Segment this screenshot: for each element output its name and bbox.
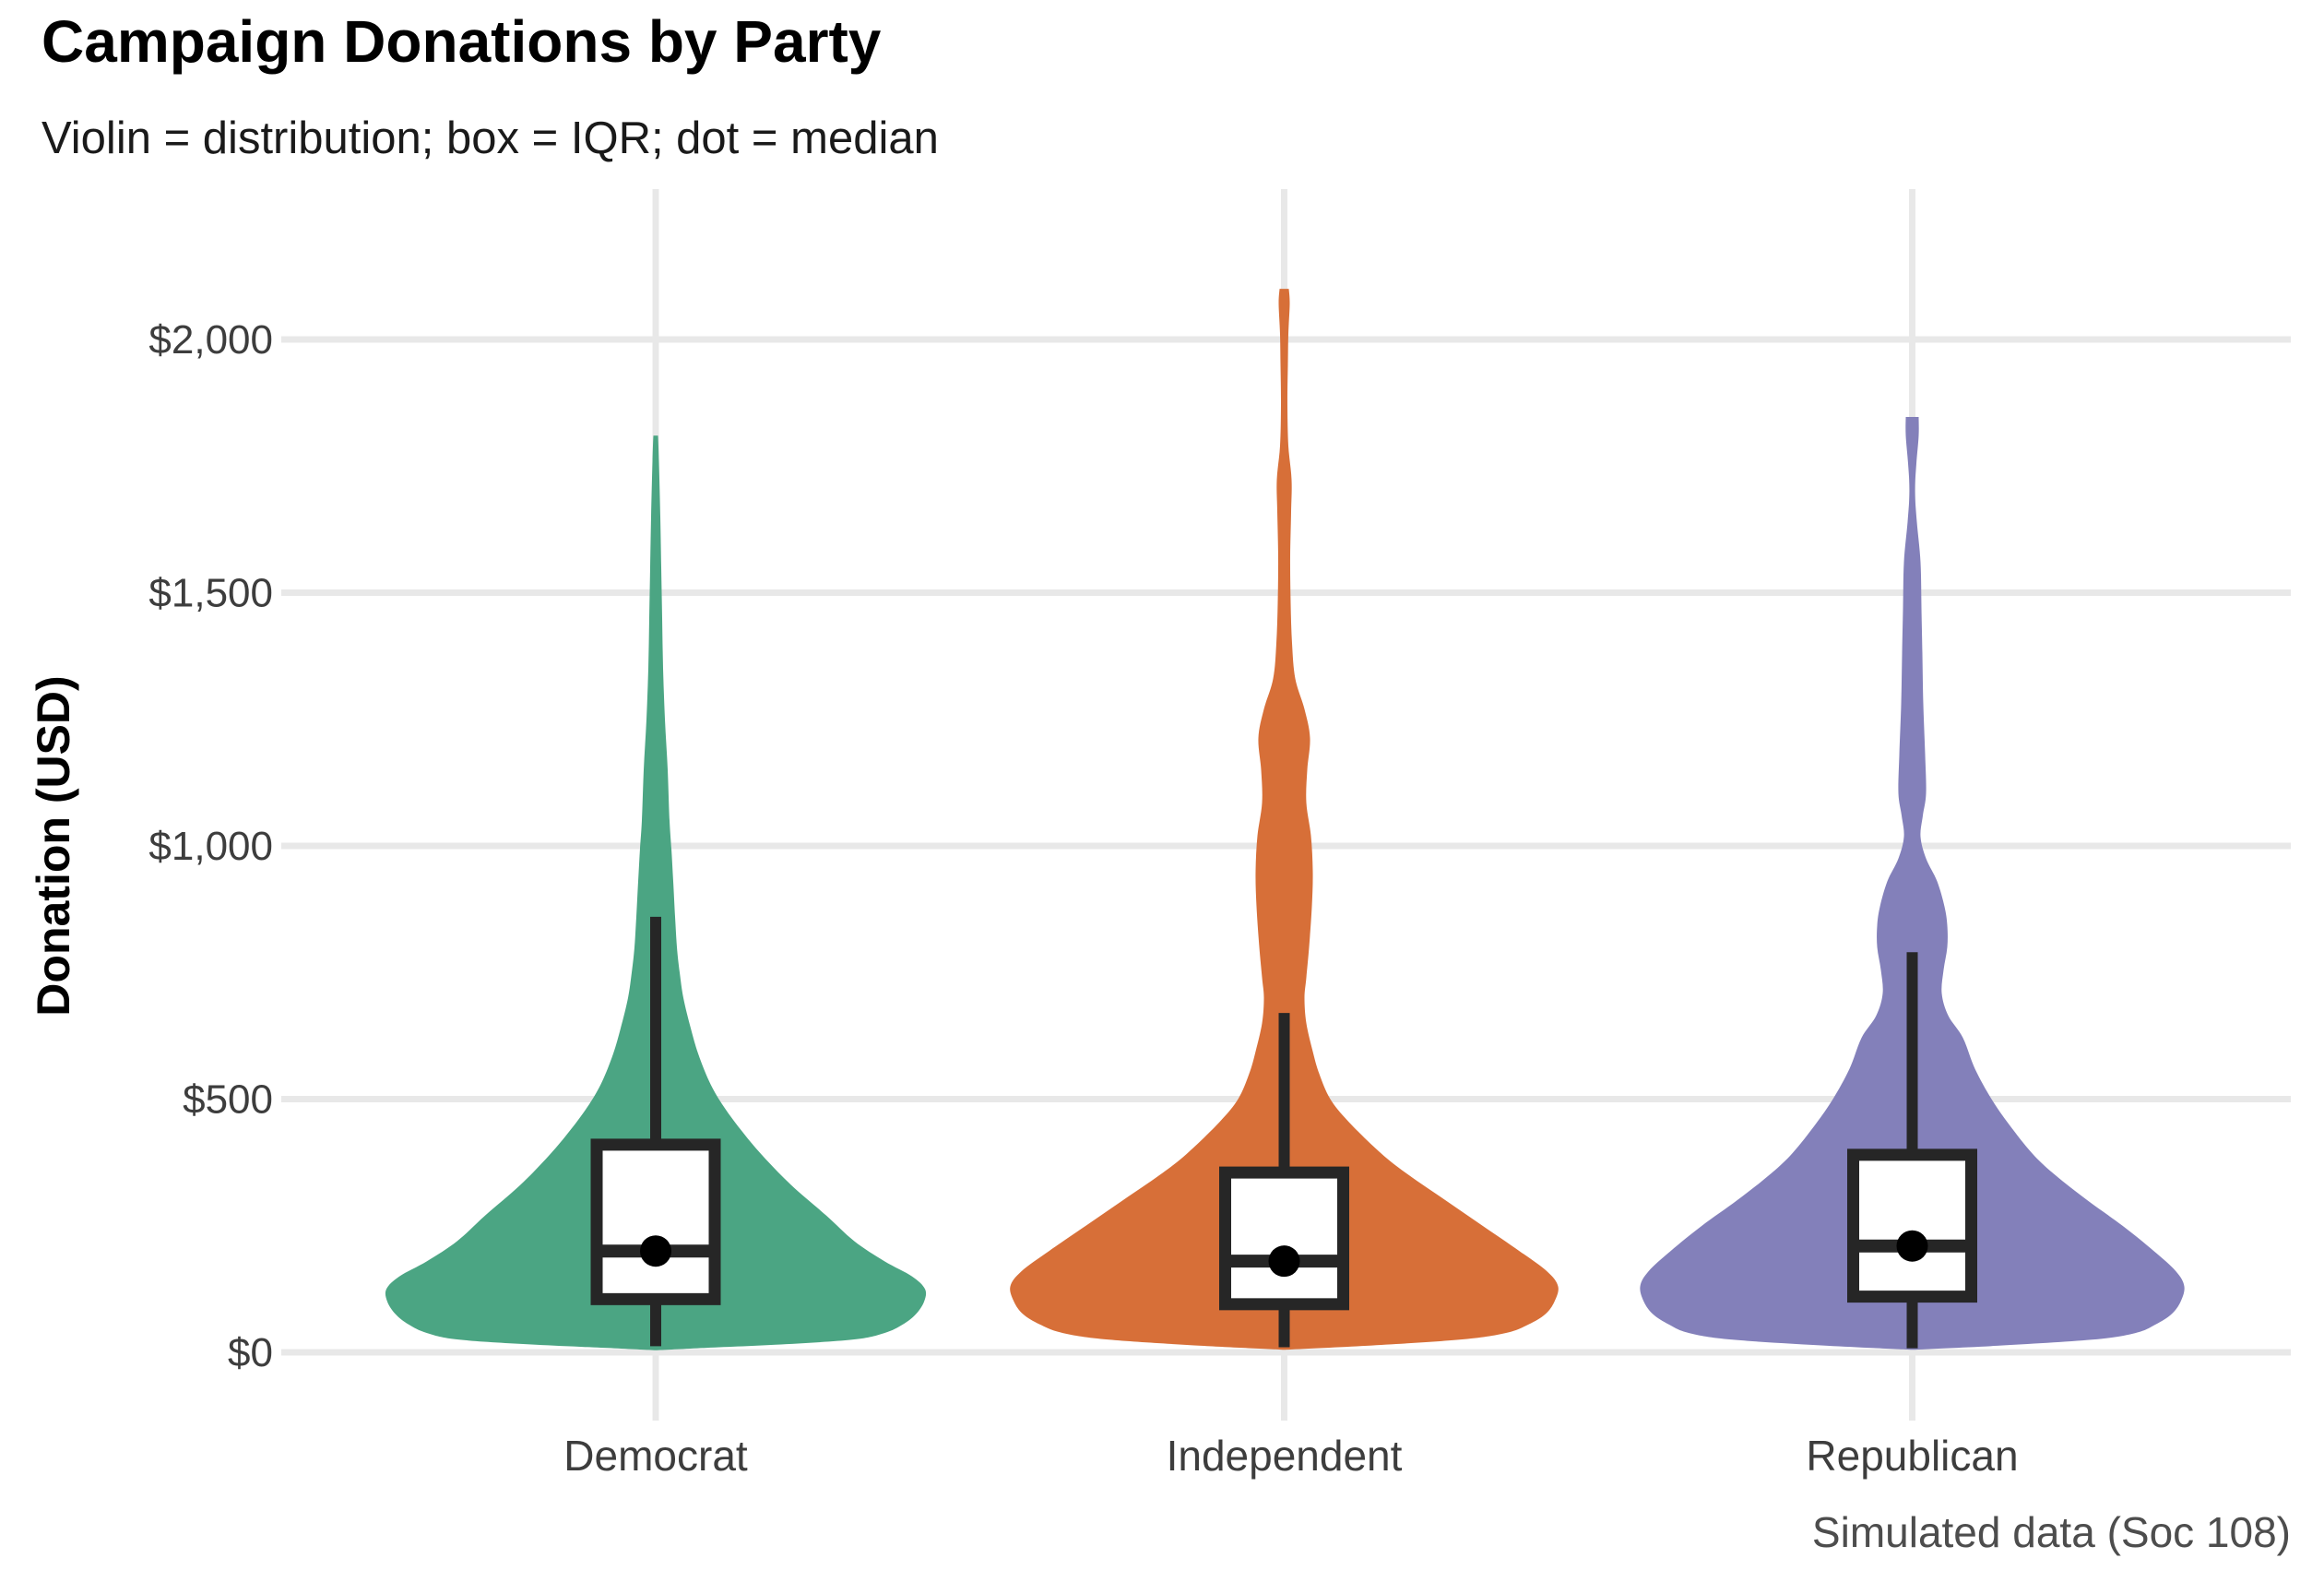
chart-subtitle: Violin = distribution; box = IQR; dot = … [42, 113, 939, 163]
violin-democrat [385, 435, 927, 1350]
chart-caption: Simulated data (Soc 108) [1811, 1508, 2291, 1556]
iqr-box [1219, 1166, 1349, 1311]
iqr-box [1847, 1148, 1977, 1303]
boxplot-republican [1847, 952, 1977, 1349]
y-tick-label: $0 [228, 1330, 273, 1375]
y-tick-label: $500 [183, 1077, 273, 1122]
boxplot-independent [1219, 1013, 1349, 1348]
y-tick-label: $1,000 [148, 824, 273, 869]
median-dot [640, 1235, 671, 1267]
violin-republican [1640, 417, 2185, 1350]
x-category-label: Republican [1806, 1432, 2018, 1480]
violin-independent [1010, 289, 1559, 1350]
median-dot [1896, 1230, 1928, 1262]
iqr-box [590, 1138, 721, 1305]
violin-layer [385, 289, 2185, 1350]
boxplot-layer [590, 916, 1977, 1349]
median-dot [1268, 1245, 1300, 1278]
chart-title: Campaign Donations by Party [42, 8, 882, 75]
y-tick-label: $2,000 [148, 317, 273, 363]
boxplot-democrat [590, 916, 721, 1347]
x-category-label: Independent [1167, 1432, 1403, 1480]
x-category-label: Democrat [563, 1432, 748, 1480]
axis-tick-label-layer: $0 $500 $1,000 $1,500 $2,000 Democrat Independ… [148, 317, 2018, 1480]
y-tick-label: $1,500 [148, 570, 273, 615]
